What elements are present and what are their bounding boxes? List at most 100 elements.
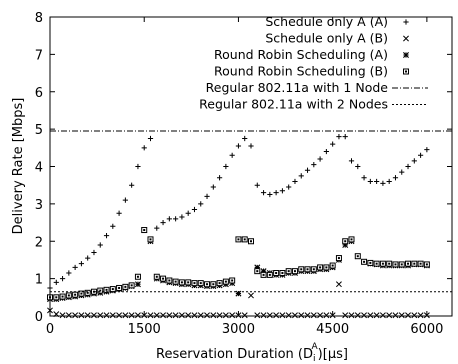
series-3-point-54-dot	[388, 262, 391, 265]
series-0-point-46	[336, 134, 342, 140]
series-3-point-38-dot	[287, 270, 290, 273]
series-3-point-11-dot	[118, 286, 121, 289]
series-0-point-39	[292, 178, 298, 185]
series-3-point-3-dot	[67, 294, 70, 297]
series-3-point-14-dot	[136, 275, 139, 278]
series-1-point-56	[398, 312, 405, 319]
series-1-point-41	[304, 312, 311, 319]
series-0-point-19	[166, 216, 172, 222]
series-3-point-56-dot	[400, 263, 403, 266]
series-3-point-25-dot	[206, 283, 209, 286]
series-1-point-54	[386, 312, 393, 319]
series-1-point-29	[229, 312, 236, 319]
series-3-point-34-dot	[262, 273, 265, 276]
series-0-point-17	[154, 225, 160, 231]
series-1-point-6	[84, 312, 91, 319]
legend-label-2: Round Robin Scheduling (A)	[214, 47, 388, 62]
series-3-point-18-dot	[162, 277, 165, 280]
x-axis-label-main: Reservation Duration (D	[156, 347, 313, 362]
series-1-point-31	[241, 312, 248, 319]
series-3-point-4-dot	[74, 293, 77, 296]
series-0-point-49	[355, 163, 361, 170]
series-1-point-9	[103, 312, 110, 319]
series-1-point-16	[147, 312, 154, 319]
plot-area	[47, 130, 452, 319]
series-1-point-13	[128, 312, 135, 319]
series-3-point-23-dot	[193, 282, 196, 285]
series-1-point-20	[172, 312, 179, 319]
series-3-point-57-dot	[407, 262, 410, 265]
series-2-point-33	[254, 264, 261, 271]
series-3-point-6-dot	[86, 291, 89, 294]
series-3-point-50-dot	[363, 260, 366, 263]
y-tick-label-8: 8	[35, 11, 43, 26]
y-tick-label-0: 0	[35, 310, 43, 325]
series-1-point-42	[310, 312, 317, 319]
series-1-point-47	[342, 312, 349, 319]
series-1-point-33	[254, 312, 261, 319]
series-1-point-14	[134, 312, 141, 319]
series-1-point-3	[65, 312, 72, 319]
series-3-point-24-dot	[199, 282, 202, 285]
series-2-point-30	[235, 290, 242, 297]
series-3-point-12-dot	[124, 285, 127, 288]
series-3-point-37-dot	[281, 272, 284, 275]
series-3-point-49-dot	[356, 255, 359, 258]
series-1-point-48	[348, 312, 355, 319]
series-1-point-38	[285, 312, 292, 319]
series-3-point-35-dot	[268, 273, 271, 276]
series-1-point-4	[72, 312, 79, 319]
x-axis-label-unit: )[µs]	[318, 347, 348, 362]
series-0-point-37	[279, 188, 286, 194]
series-3-point-58-dot	[413, 262, 416, 265]
series-0-point-14	[135, 163, 141, 170]
series-0-point-50	[361, 175, 367, 181]
series-1-point-55	[392, 312, 399, 319]
x-tick-label-0: 0	[46, 322, 54, 337]
series-0-point-24	[198, 201, 204, 207]
series-0-point-27	[216, 175, 223, 181]
series-0-point-41	[304, 167, 311, 173]
series-3-point-2-dot	[61, 295, 64, 298]
legend-label-0: Schedule only A (A)	[265, 14, 388, 29]
series-3-point-40-dot	[300, 268, 303, 271]
series-1-point-26	[210, 312, 217, 319]
series-0-point-35	[267, 191, 273, 198]
series-1-point-37	[279, 312, 286, 319]
series-1-point-5	[78, 312, 85, 319]
series-3-point-22-dot	[187, 281, 190, 284]
series-3-point-16-dot	[149, 238, 152, 241]
series-3-point-53-dot	[381, 262, 384, 265]
series-1-point-46	[335, 281, 342, 288]
series-1-point-57	[405, 312, 411, 319]
legend-label-3: Round Robin Scheduling (B)	[214, 64, 388, 79]
series-0-point-42	[311, 162, 317, 168]
legend-sample-3-dot	[405, 70, 407, 73]
series-0-point-26	[210, 184, 216, 190]
series-1-point-36	[273, 312, 280, 319]
x-tick-label-2: 3000	[222, 322, 255, 337]
series-3-point-39-dot	[293, 270, 296, 273]
legend-sample-1	[403, 35, 409, 42]
y-tick-label-1: 1	[35, 273, 43, 288]
series-3-point-52-dot	[375, 262, 378, 265]
legend-sample-2	[403, 52, 409, 58]
series-1-point-35	[266, 312, 273, 319]
series-3-point-28-dot	[224, 280, 227, 283]
series-0-point-4	[72, 264, 78, 271]
series-3-point-43-dot	[319, 266, 322, 269]
series-3-point-21-dot	[180, 281, 183, 284]
series-3-point-29-dot	[231, 279, 234, 282]
series-0-point-43	[317, 156, 323, 162]
legend-label-4: Regular 802.11a with 1 Node	[206, 80, 389, 95]
series-0-point-15	[141, 145, 147, 151]
series-3-point-10-dot	[111, 288, 114, 291]
series-3-point-15-dot	[143, 229, 146, 232]
series-1-point-50	[361, 312, 368, 319]
series-3-point-31-dot	[243, 238, 246, 241]
series-0-point-8	[97, 242, 103, 248]
series-1-point-39	[292, 312, 298, 319]
series-0-point-36	[273, 190, 279, 196]
legend-label-5: Regular 802.11a with 2 Nodes	[199, 97, 388, 112]
series-0-point-28	[223, 163, 229, 170]
